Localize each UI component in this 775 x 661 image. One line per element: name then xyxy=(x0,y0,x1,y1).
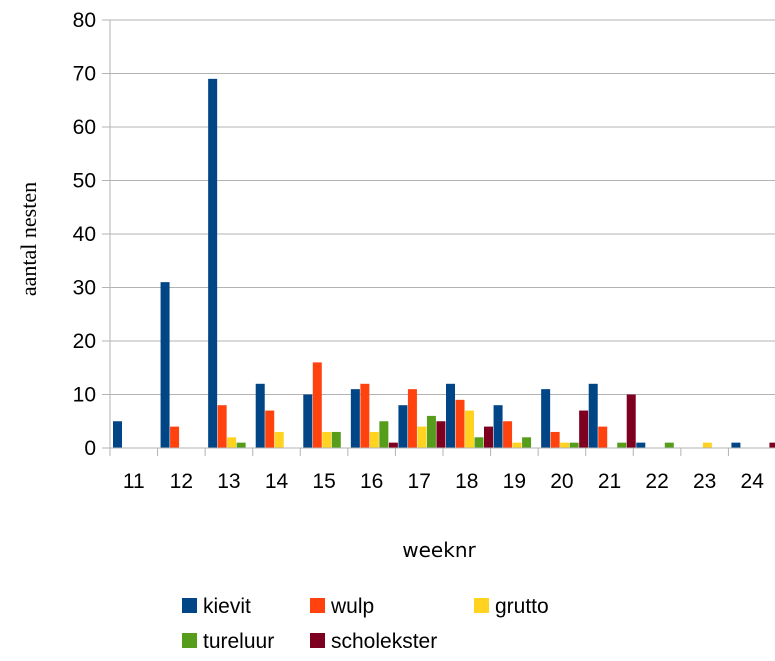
bars-group xyxy=(113,78,775,448)
x-axis-title: weeknr xyxy=(402,538,476,562)
bar-scholekster-16 xyxy=(388,442,398,448)
bar-wulp-18 xyxy=(455,399,465,448)
bar-kievit-20 xyxy=(541,389,551,448)
bar-scholekster-20 xyxy=(579,410,589,448)
bar-tureluur-18 xyxy=(474,437,484,448)
bar-tureluur-15 xyxy=(331,431,341,448)
x-tick-label: 22 xyxy=(645,470,668,493)
bar-wulp-17 xyxy=(407,389,417,448)
legend-label-tureluur: tureluur xyxy=(203,630,274,653)
y-tick-label: 10 xyxy=(73,384,96,407)
legend-label-wulp: wulp xyxy=(330,595,374,618)
bar-grutto-14 xyxy=(274,431,284,448)
bar-wulp-21 xyxy=(598,426,608,448)
legend-swatch-grutto xyxy=(474,598,489,613)
bar-wulp-15 xyxy=(312,362,322,448)
bar-kievit-12 xyxy=(160,282,170,448)
x-tick-labels: 11 12 13 14 15 16 17 18 19 20 21 22 23 24 xyxy=(123,470,764,493)
x-tick-label: 24 xyxy=(741,470,765,493)
bar-scholekster-17 xyxy=(436,421,446,448)
x-tick-label: 23 xyxy=(693,470,716,493)
legend: kievit wulp grutto tureluur scholekster xyxy=(182,595,549,653)
bar-tureluur-19 xyxy=(522,437,532,448)
bar-tureluur-13 xyxy=(236,442,246,448)
bar-wulp-13 xyxy=(217,405,227,448)
bar-scholekster-24 xyxy=(769,442,775,448)
y-tick-label: 60 xyxy=(73,116,96,139)
bar-tureluur-22 xyxy=(664,442,674,448)
bar-tureluur-21 xyxy=(617,442,627,448)
bar-kievit-18 xyxy=(446,383,455,448)
bar-kievit-16 xyxy=(350,389,360,448)
x-tick-label: 12 xyxy=(170,470,193,493)
y-tick-label: 80 xyxy=(73,9,96,32)
bar-tureluur-17 xyxy=(426,415,436,448)
bar-wulp-16 xyxy=(360,383,370,448)
x-tick-label: 19 xyxy=(503,470,526,493)
legend-swatch-wulp xyxy=(310,598,325,613)
bar-tureluur-20 xyxy=(569,442,579,448)
x-tick-label: 14 xyxy=(265,470,289,493)
legend-label-scholekster: scholekster xyxy=(331,630,437,653)
y-tick-label: 40 xyxy=(73,223,96,246)
bar-kievit-22 xyxy=(636,442,646,448)
bar-wulp-14 xyxy=(265,410,275,448)
y-tick-labels: 0 10 20 30 40 50 60 70 80 xyxy=(73,9,96,460)
bar-kievit-17 xyxy=(398,405,408,448)
axes-group xyxy=(109,20,775,456)
x-tick-label: 17 xyxy=(408,470,431,493)
x-tick-label: 21 xyxy=(598,470,621,493)
bar-grutto-13 xyxy=(227,437,237,448)
x-tick-label: 15 xyxy=(312,470,335,493)
bar-grutto-19 xyxy=(512,442,522,448)
y-tick-label: 30 xyxy=(73,277,96,300)
legend-swatch-kievit xyxy=(182,598,197,613)
bar-wulp-20 xyxy=(550,431,560,448)
gridlines xyxy=(102,19,775,449)
y-tick-label: 20 xyxy=(73,330,96,353)
legend-label-grutto: grutto xyxy=(495,595,549,618)
bar-scholekster-21 xyxy=(626,394,636,448)
bar-tureluur-16 xyxy=(379,421,389,448)
bar-kievit-24 xyxy=(731,442,741,448)
bar-kievit-14 xyxy=(255,383,265,448)
x-tick-label: 13 xyxy=(217,470,240,493)
bar-kievit-13 xyxy=(208,78,218,448)
bar-grutto-23 xyxy=(702,442,712,448)
bar-scholekster-18 xyxy=(484,426,493,448)
y-tick-label: 50 xyxy=(73,170,96,193)
legend-label-kievit: kievit xyxy=(203,595,251,618)
x-tick-label: 18 xyxy=(455,470,478,493)
bar-kievit-15 xyxy=(303,394,313,448)
bar-kievit-19 xyxy=(493,405,503,448)
x-tick-label: 11 xyxy=(123,470,145,493)
bar-grutto-18 xyxy=(465,410,474,448)
bar-kievit-11 xyxy=(113,421,122,448)
x-tick-label: 20 xyxy=(550,470,573,493)
bar-grutto-17 xyxy=(417,426,427,448)
bar-wulp-12 xyxy=(170,426,180,448)
legend-swatch-scholekster xyxy=(310,633,325,648)
bar-grutto-20 xyxy=(560,442,570,448)
y-tick-label: 0 xyxy=(84,437,96,460)
x-tick-label: 16 xyxy=(360,470,383,493)
y-tick-label: 70 xyxy=(73,63,96,86)
bar-wulp-19 xyxy=(503,421,513,448)
bar-grutto-15 xyxy=(322,431,332,448)
legend-swatch-tureluur xyxy=(182,633,197,648)
y-axis-title: aantal nesten xyxy=(16,182,41,296)
bar-kievit-21 xyxy=(588,383,598,448)
bar-grutto-16 xyxy=(369,431,379,448)
